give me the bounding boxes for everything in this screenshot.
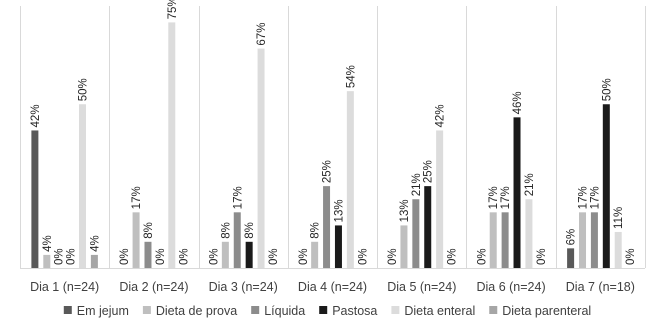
bar: [233, 212, 241, 268]
data-label: 0%: [387, 248, 399, 265]
bar: [245, 241, 253, 268]
bar: [132, 212, 140, 268]
data-label: 42%: [30, 104, 42, 127]
legend-swatch: [489, 306, 498, 314]
data-label: 0%: [536, 248, 548, 265]
data-label: 17%: [589, 186, 601, 209]
category-label: Dia 5 (n=24): [387, 280, 456, 294]
bar: [31, 130, 39, 268]
legend-label: Em jejum: [77, 304, 129, 318]
legend-swatch: [319, 306, 328, 314]
bar: [90, 254, 98, 268]
data-label: 13%: [333, 199, 345, 222]
data-label: 6%: [566, 229, 578, 246]
data-label: 4%: [42, 235, 54, 252]
legend-swatch: [63, 306, 72, 314]
legend-swatch: [251, 306, 260, 314]
category-labels: Dia 1 (n=24) Dia 2 (n=24) Dia 3 (n=24) Dia …: [30, 280, 635, 294]
bar: [323, 186, 331, 269]
data-label: 42%: [435, 104, 447, 127]
category-label: Dia 4 (n=24): [298, 280, 367, 294]
legend-swatch: [142, 306, 151, 314]
bar: [334, 225, 342, 268]
data-label: 0%: [357, 248, 369, 265]
data-label: 21%: [411, 173, 423, 196]
bar: [257, 48, 265, 268]
data-label: 0%: [625, 248, 637, 265]
category-label: Dia 6 (n=24): [476, 280, 545, 294]
data-label: 8%: [220, 222, 232, 239]
category-separators: [20, 6, 646, 269]
data-label: 0%: [179, 248, 191, 265]
data-label: 17%: [131, 186, 143, 209]
data-label: 0%: [447, 248, 459, 265]
bar: [424, 186, 432, 269]
data-label: 0%: [476, 248, 488, 265]
data-labels: 42%4%0% 0%50%4%0%17%8%0%75%0% 0%8%17%8%67%…: [30, 0, 637, 265]
data-label: 13%: [399, 199, 411, 222]
data-label: 0%: [66, 248, 78, 265]
data-label: 0%: [54, 248, 66, 265]
legend-label: Dieta de prova: [156, 304, 237, 318]
legend-label: Líquida: [264, 304, 305, 318]
bar: [436, 130, 444, 268]
data-label: 50%: [601, 78, 613, 101]
bar: [43, 254, 51, 268]
data-label: 0%: [208, 248, 220, 265]
data-label: 4%: [89, 235, 101, 252]
bar: [221, 241, 229, 268]
bar: [346, 91, 354, 269]
bar: [412, 199, 420, 268]
bar: [78, 104, 86, 268]
data-label: 0%: [155, 248, 167, 265]
data-label: 67%: [256, 23, 268, 46]
bar: [567, 248, 575, 268]
bar: [590, 212, 598, 268]
data-label: 25%: [423, 160, 435, 183]
data-label: 54%: [345, 65, 357, 88]
data-label: 8%: [143, 222, 155, 239]
data-label: 50%: [77, 78, 89, 101]
legend-swatch: [391, 306, 400, 314]
data-label: 75%: [167, 0, 179, 19]
bar: [501, 212, 509, 268]
data-label: 8%: [310, 222, 322, 239]
data-label: 11%: [613, 207, 625, 229]
data-label: 17%: [578, 186, 590, 209]
data-label: 21%: [524, 173, 536, 196]
data-label: 0%: [119, 248, 131, 265]
bar: [513, 117, 521, 268]
bar: [489, 212, 497, 268]
data-label: 25%: [322, 160, 334, 183]
category-label: Dia 2 (n=24): [119, 280, 188, 294]
data-label: 0%: [298, 248, 310, 265]
data-label: 17%: [488, 186, 500, 209]
category-label: Dia 7 (n=18): [566, 280, 635, 294]
legend-label: Pastosa: [332, 304, 377, 318]
data-label: 17%: [500, 186, 512, 209]
bar: [602, 104, 610, 268]
data-label: 0%: [268, 248, 280, 265]
data-label: 46%: [512, 91, 524, 114]
bar: [144, 241, 152, 268]
bar: [525, 199, 533, 268]
data-label: 8%: [244, 222, 256, 239]
category-label: Dia 1 (n=24): [30, 280, 99, 294]
bar: [168, 22, 176, 269]
bar: [614, 231, 622, 268]
bar: [579, 212, 587, 268]
bars: [31, 22, 622, 269]
category-label: Dia 3 (n=24): [209, 280, 278, 294]
bar: [400, 225, 408, 268]
bar: [311, 241, 319, 268]
legend-label: Dieta parenteral: [502, 304, 591, 318]
legend-label: Dieta enteral: [404, 304, 475, 318]
data-label: 17%: [232, 186, 244, 209]
legend: Em jejum Dieta de prova Líquida Pastosa Diet…: [63, 304, 591, 318]
